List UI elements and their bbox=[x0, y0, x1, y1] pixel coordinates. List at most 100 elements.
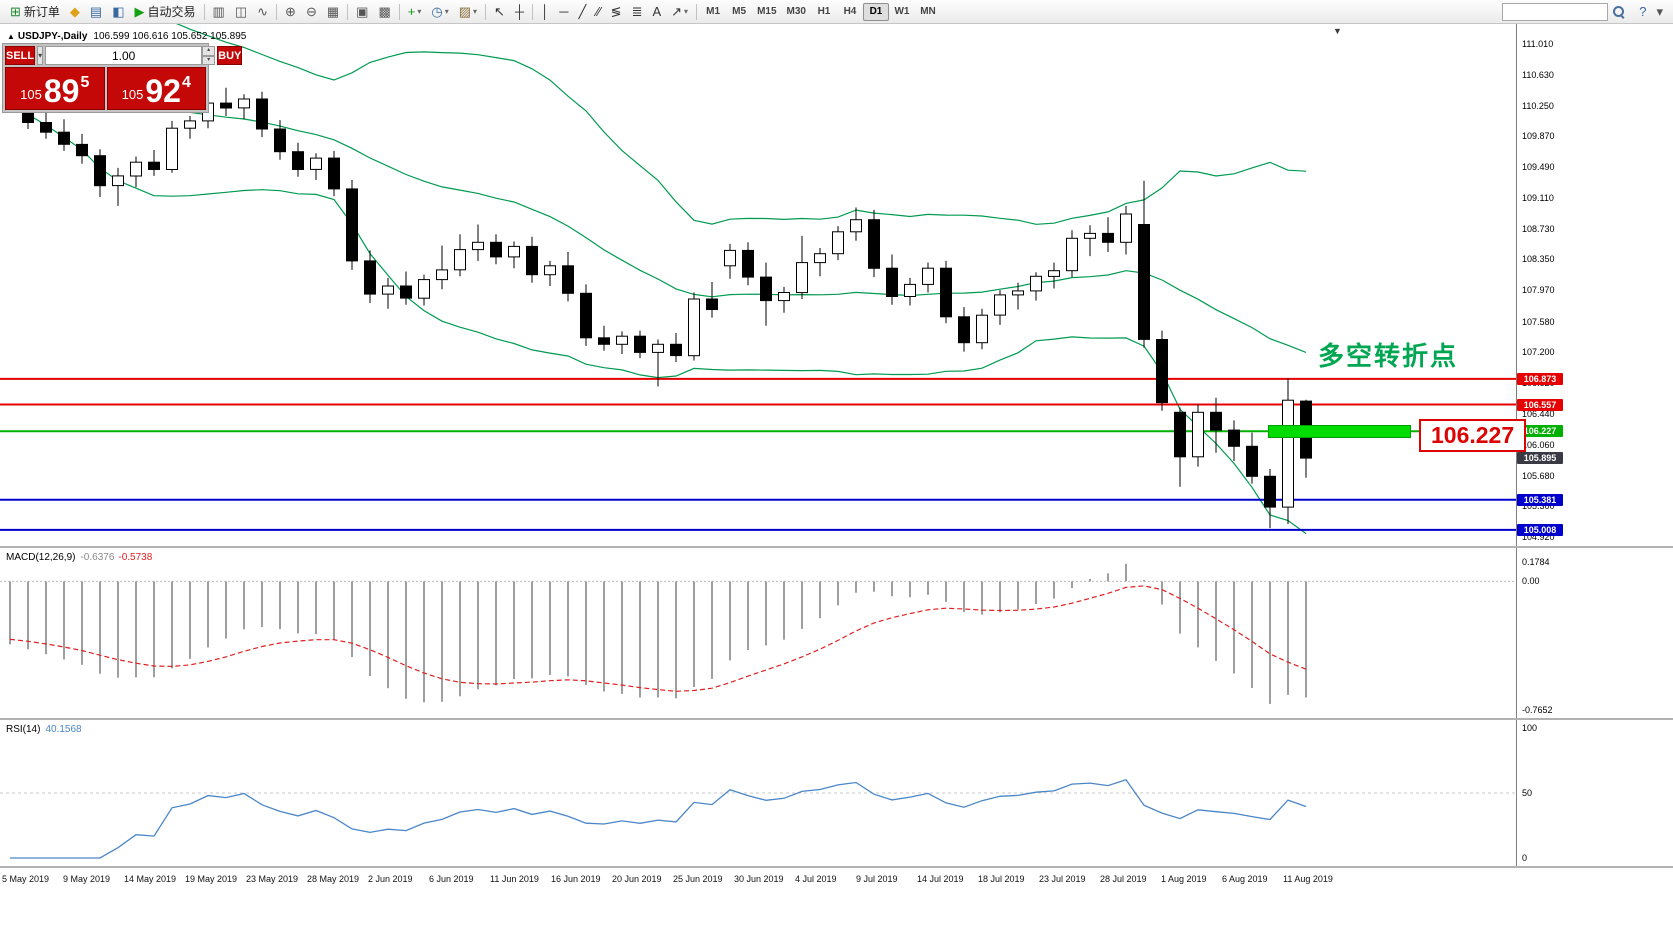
price-scale-label: 110.250 bbox=[1522, 100, 1554, 111]
toolbar-separator bbox=[203, 3, 205, 20]
new-chart-icon: ▣ bbox=[356, 4, 369, 19]
panel-separator[interactable] bbox=[0, 718, 1673, 720]
fibonacci-icon[interactable]: ≶ bbox=[607, 2, 626, 22]
periods-button[interactable]: ◷ ▾ bbox=[427, 2, 452, 22]
bollinger-lower bbox=[9, 103, 1307, 535]
timeframe-mn[interactable]: MN bbox=[915, 3, 941, 21]
horizontal-line-icon[interactable]: ─ bbox=[555, 2, 572, 22]
macd-histogram bbox=[9, 563, 1307, 704]
buy-price-button[interactable]: 105 92 4 bbox=[106, 67, 206, 110]
turning-point-annotation[interactable]: 多空转折点 bbox=[1318, 341, 1459, 371]
timeframe-m1[interactable]: M1 bbox=[700, 3, 726, 21]
sell-price-figure: 105 bbox=[20, 87, 42, 102]
navigator-icon: ◧ bbox=[112, 4, 125, 19]
zoom-in-icon[interactable]: ⊕ bbox=[281, 2, 300, 22]
timeframe-h4[interactable]: H4 bbox=[837, 3, 863, 21]
price-callout-label[interactable]: 106.227 bbox=[1419, 419, 1527, 452]
lot-size-input[interactable] bbox=[45, 46, 203, 65]
text-icon: A bbox=[652, 4, 662, 19]
panel-separator[interactable] bbox=[0, 546, 1673, 548]
caret-down-icon: ▾ bbox=[38, 51, 43, 60]
date-label: 1 Aug 2019 bbox=[1161, 874, 1207, 884]
tile-windows-icon[interactable]: ▦ bbox=[323, 2, 343, 22]
search-button[interactable] bbox=[1609, 2, 1629, 22]
toolbar-search bbox=[1502, 2, 1630, 22]
equidistant-channel-icon[interactable]: ∕∕ bbox=[592, 2, 604, 22]
price-axis[interactable]: 111.010 110.630 110.250 109.870 109.490 109.1… bbox=[1516, 24, 1673, 888]
candle bbox=[688, 298, 700, 357]
market-watch-icon: ▤ bbox=[89, 4, 103, 19]
new-order-icon: ⊞ bbox=[10, 4, 21, 19]
chart-info-line: ▲ USDJPY-,Daily 106.599 106.616 105.652 10… bbox=[7, 31, 246, 42]
timeframe-m15[interactable]: M15 bbox=[752, 3, 781, 21]
cursor-icon[interactable]: ↖ bbox=[490, 2, 509, 22]
candle bbox=[796, 262, 808, 294]
trendline-icon[interactable]: ╱ bbox=[574, 2, 590, 22]
trade-options-button[interactable]: ▾ bbox=[37, 46, 44, 65]
line-chart-icon[interactable]: ∿ bbox=[253, 2, 272, 22]
indicators-button[interactable]: + ▾ bbox=[404, 2, 426, 22]
candle bbox=[382, 285, 394, 295]
candle bbox=[238, 98, 250, 109]
sell-button[interactable]: SELL bbox=[5, 46, 36, 65]
candle bbox=[346, 188, 358, 262]
buy-price-pips: 92 bbox=[145, 73, 181, 109]
date-label: 20 Jun 2019 bbox=[612, 874, 662, 884]
date-label: 11 Aug 2019 bbox=[1283, 874, 1333, 884]
autotrading-button[interactable]: ▶ 自动交易 bbox=[131, 2, 200, 22]
text-icon[interactable]: A bbox=[648, 2, 665, 22]
candle bbox=[580, 292, 592, 339]
date-label: 9 Jul 2019 bbox=[856, 874, 898, 884]
candle bbox=[634, 335, 646, 353]
timeframe-m30[interactable]: M30 bbox=[782, 3, 811, 21]
templates-button[interactable]: ▨ ▾ bbox=[455, 2, 481, 22]
candle bbox=[40, 122, 52, 133]
arrows-icon[interactable]: ↗ ▾ bbox=[667, 2, 692, 22]
time-axis[interactable]: 5 May 2019 9 May 2019 14 May 2019 19 May 20… bbox=[0, 868, 1673, 950]
candle bbox=[958, 316, 970, 344]
search-icon bbox=[1613, 5, 1625, 18]
macd-scale-label: 0.00 bbox=[1522, 576, 1540, 587]
bar-chart-icon[interactable]: ▥ bbox=[209, 2, 229, 22]
date-label: 23 May 2019 bbox=[246, 874, 299, 884]
chart-shift-marker[interactable]: ▼ bbox=[1333, 26, 1342, 36]
price-scale-label: 106.440 bbox=[1522, 408, 1555, 419]
price-scale-label: 107.970 bbox=[1522, 285, 1555, 296]
profiles-icon[interactable]: ▩ bbox=[374, 2, 394, 22]
crosshair-icon[interactable]: ┼ bbox=[511, 2, 528, 22]
macd-panel-canvas[interactable] bbox=[0, 548, 1516, 718]
candlestick-chart-icon[interactable]: ◫ bbox=[231, 2, 251, 22]
timeframe-m5[interactable]: M5 bbox=[726, 3, 752, 21]
candle bbox=[904, 283, 916, 297]
help-icon[interactable]: ? bbox=[1635, 2, 1650, 22]
panel-separator[interactable] bbox=[0, 866, 1673, 868]
lot-increase-button[interactable]: ▴ bbox=[202, 46, 216, 56]
date-label: 16 Jun 2019 bbox=[551, 874, 601, 884]
main-chart-canvas[interactable] bbox=[0, 24, 1516, 548]
candle bbox=[1102, 232, 1114, 243]
new-chart-icon[interactable]: ▣ bbox=[352, 2, 372, 22]
vertical-line-icon[interactable]: │ bbox=[537, 2, 553, 22]
new-order-button[interactable]: ⊞ 新订单 bbox=[6, 2, 64, 22]
lot-decrease-button[interactable]: ▾ bbox=[202, 55, 216, 65]
navigator-icon[interactable]: ◧ bbox=[108, 2, 128, 22]
price-highlight-bar[interactable] bbox=[1268, 425, 1411, 438]
cycle-lines-icon[interactable]: ≣ bbox=[628, 2, 647, 22]
timeframe-w1[interactable]: W1 bbox=[889, 3, 915, 21]
alerts-icon[interactable]: ◆ bbox=[66, 2, 84, 22]
rsi-panel-canvas[interactable] bbox=[0, 720, 1516, 866]
toolbar-separator bbox=[485, 3, 487, 20]
market-watch-icon[interactable]: ▤ bbox=[86, 2, 106, 22]
zoom-out-icon[interactable]: ⊖ bbox=[302, 2, 321, 22]
candle bbox=[508, 245, 520, 258]
toolbar-separator bbox=[696, 3, 698, 20]
sell-price-button[interactable]: 105 89 5 bbox=[5, 67, 105, 110]
candle bbox=[742, 249, 754, 278]
ohlc-values: 106.599 106.616 105.652 105.895 bbox=[93, 31, 247, 42]
overflow-caret-icon[interactable]: ▾ bbox=[1652, 2, 1667, 22]
candle bbox=[706, 298, 718, 310]
timeframe-h1[interactable]: H1 bbox=[811, 3, 837, 21]
buy-button[interactable]: BUY bbox=[217, 46, 243, 65]
search-input[interactable] bbox=[1502, 2, 1609, 21]
timeframe-d1[interactable]: D1 bbox=[862, 2, 889, 21]
